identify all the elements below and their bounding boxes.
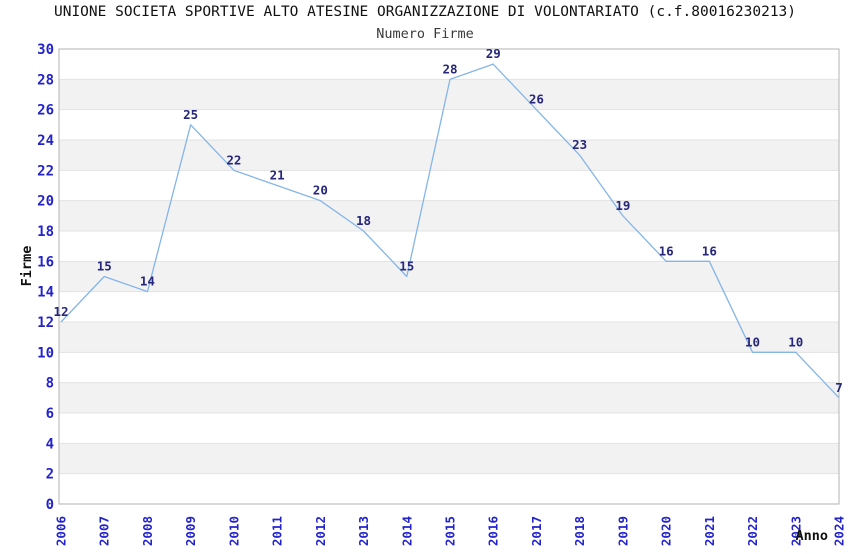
x-tick-label: 2024 [832,516,847,546]
y-axis-label: Firme [19,245,35,287]
point-label: 21 [270,168,285,183]
plot-band [59,109,839,140]
x-tick-label: 2006 [54,516,69,546]
plot-band [59,170,839,201]
y-tick-label: 20 [37,194,54,210]
y-tick-label: 0 [46,497,54,513]
plot-band [59,261,839,292]
y-tick-label: 8 [46,376,54,392]
y-tick-label: 16 [37,254,54,270]
x-tick-label: 2018 [572,516,587,546]
x-tick-label: 2009 [183,516,198,546]
point-label: 15 [97,259,112,274]
x-tick-label: 2015 [443,516,458,546]
chart-title: UNIONE SOCIETA SPORTIVE ALTO ATESINE ORG… [53,4,797,20]
plot-border [58,48,840,505]
point-label: 28 [442,61,457,76]
y-tick-label: 28 [37,72,54,88]
point-label: 10 [788,334,803,349]
plot-band [59,140,839,171]
point-label: 14 [140,274,155,289]
y-tick-label: 2 [46,467,54,483]
point-label: 22 [226,152,241,167]
x-tick-label: 2016 [486,516,501,546]
point-label: 12 [53,304,68,319]
data-line [60,63,840,399]
x-tick-label: 2010 [226,516,241,546]
plot-band [59,443,839,474]
plot-band [59,473,839,504]
plot-band [59,200,839,231]
plot-band [59,352,839,383]
y-tick-label: 30 [37,42,54,58]
x-tick-label: 2013 [356,516,371,546]
plot-band [59,291,839,322]
y-tick-label: 22 [37,163,54,179]
plot-band [59,49,839,80]
point-label: 16 [659,243,674,258]
x-tick-label: 2008 [140,516,155,546]
x-axis-label: Anno [795,528,828,544]
x-tick-label: 2022 [745,516,760,546]
point-label: 16 [702,243,717,258]
point-label: 15 [399,259,414,274]
point-label: 23 [572,137,587,152]
y-tick-label: 14 [37,285,54,301]
x-tick-label: 2012 [313,516,328,546]
y-tick-label: 18 [37,224,54,240]
point-label: 18 [356,213,371,228]
y-tick-label: 6 [46,406,54,422]
point-label: 19 [615,198,630,213]
x-tick-label: 2007 [97,516,112,546]
plot-band [59,413,839,444]
point-label: 7 [835,380,843,395]
plot-band [59,322,839,353]
point-label: 20 [313,183,328,198]
x-tick-label: 2014 [399,516,414,546]
plot-band [59,382,839,413]
y-tick-label: 4 [46,436,54,452]
x-tick-label: 2023 [788,516,803,546]
point-label: 26 [529,92,544,107]
plot-band [59,231,839,262]
point-label: 25 [183,107,198,122]
x-tick-label: 2020 [659,516,674,546]
y-tick-label: 26 [37,103,54,119]
chart-subtitle: Numero Firme [376,26,474,42]
y-tick-label: 24 [37,133,54,149]
point-label: 10 [745,334,760,349]
y-tick-label: 12 [37,315,54,331]
point-label: 29 [486,46,501,61]
x-tick-label: 2019 [615,516,630,546]
y-tick-label: 10 [37,345,54,361]
x-tick-label: 2021 [702,516,717,546]
x-tick-label: 2017 [529,516,544,546]
x-tick-label: 2011 [270,516,285,546]
